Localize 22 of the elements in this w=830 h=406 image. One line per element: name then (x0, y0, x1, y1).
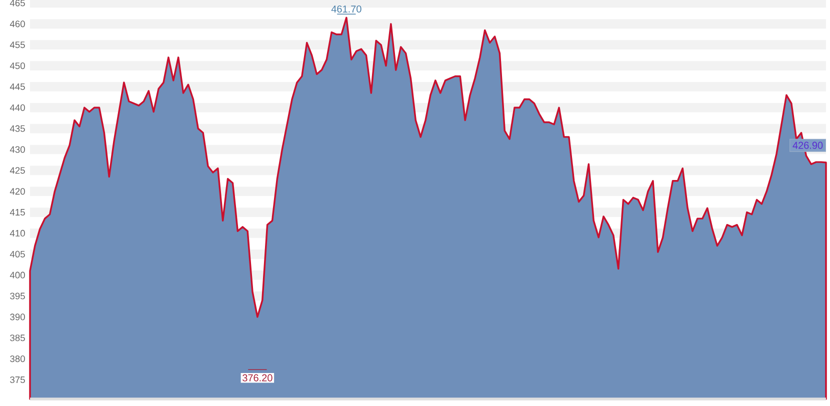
y-tick-label: 425 (10, 167, 25, 174)
annotation: 376.20 (242, 374, 272, 382)
y-tick-label: 380 (10, 356, 25, 362)
y-tick-label: 455 (10, 42, 25, 48)
y-tick-label: 400 (10, 272, 25, 278)
y-tick-label: 385 (10, 334, 25, 342)
y-tick-label: 405 (10, 250, 25, 258)
annotation: 461.70 (331, 5, 362, 13)
y-tick-label: 445 (10, 83, 25, 90)
y-tick-label: 430 (10, 146, 25, 153)
y-tick-label: 415 (10, 209, 25, 216)
y-tick-label: 435 (10, 125, 25, 132)
y-tick-label: 420 (10, 188, 25, 195)
y-tick-label: 410 (10, 230, 25, 237)
y-tick-label: 375 (10, 376, 25, 384)
y-tick-label: 390 (10, 314, 25, 320)
y-tick-label: 460 (10, 20, 25, 28)
annotation: 426.90 (792, 142, 823, 149)
y-tick-label: 440 (10, 104, 25, 111)
y-tick-label: 450 (10, 62, 25, 70)
y-tick-label: 465 (10, 0, 25, 6)
y-tick-label: 395 (10, 292, 25, 300)
